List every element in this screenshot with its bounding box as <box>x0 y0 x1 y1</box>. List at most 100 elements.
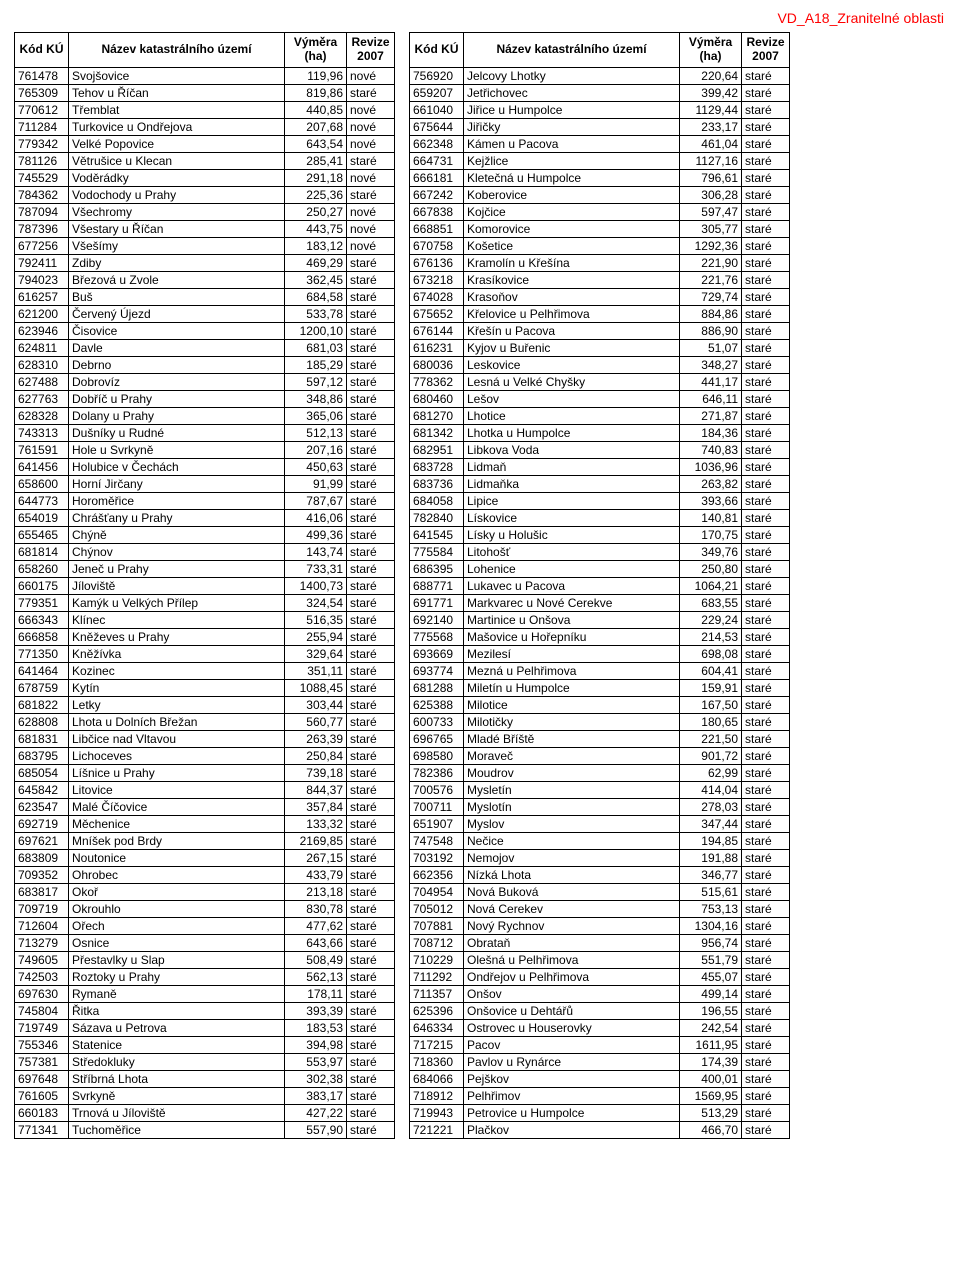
cell-rev: staré <box>347 475 395 492</box>
table-row: 628808Lhota u Dolních Břežan560,77staré <box>15 713 395 730</box>
cell-area: 643,66 <box>285 934 347 951</box>
cell-rev: nové <box>347 135 395 152</box>
page: VD_A18_Zranitelné oblasti Kód KÚNázev ka… <box>0 0 960 1153</box>
table-row: 692719Měchenice133,32staré <box>15 815 395 832</box>
table-row: 662356Nízká Lhota346,77staré <box>410 866 790 883</box>
cell-code: 681814 <box>15 543 69 560</box>
table-row: 697630Rymaně178,11staré <box>15 985 395 1002</box>
table-row: 627763Dobříč u Prahy348,86staré <box>15 390 395 407</box>
table-row: 770612Třemblat440,85nové <box>15 101 395 118</box>
cell-name: Lesná u Velké Chyšky <box>464 373 680 390</box>
cell-area: 351,11 <box>285 662 347 679</box>
cell-code: 698580 <box>410 747 464 764</box>
table-row: 683728Lidmaň1036,96staré <box>410 458 790 475</box>
cell-rev: staré <box>347 1053 395 1070</box>
cell-rev: staré <box>742 509 790 526</box>
cell-name: Klínec <box>69 611 285 628</box>
cell-area: 901,72 <box>680 747 742 764</box>
cell-area: 221,90 <box>680 254 742 271</box>
cell-name: Milotice <box>464 696 680 713</box>
table-row: 681342Lhotka u Humpolce184,36staré <box>410 424 790 441</box>
cell-name: Lísky u Holušic <box>464 526 680 543</box>
cell-code: 659207 <box>410 84 464 101</box>
cell-rev: staré <box>742 492 790 509</box>
cell-code: 745804 <box>15 1002 69 1019</box>
cell-code: 778362 <box>410 373 464 390</box>
table-row: 683817Okoř213,18staré <box>15 883 395 900</box>
cell-code: 697648 <box>15 1070 69 1087</box>
cell-area: 221,76 <box>680 271 742 288</box>
cell-area: 753,13 <box>680 900 742 917</box>
cell-code: 676136 <box>410 254 464 271</box>
cell-name: Libčice nad Vltavou <box>69 730 285 747</box>
cell-area: 305,77 <box>680 220 742 237</box>
table-row: 660175Jíloviště1400,73staré <box>15 577 395 594</box>
cell-name: Hole u Svrkyně <box>69 441 285 458</box>
table-row: 745529Voděrádky291,18nové <box>15 169 395 186</box>
cell-name: Přestavlky u Slap <box>69 951 285 968</box>
cell-code: 779351 <box>15 594 69 611</box>
cell-area: 441,17 <box>680 373 742 390</box>
cell-rev: staré <box>742 169 790 186</box>
cell-area: 213,18 <box>285 883 347 900</box>
cell-area: 196,55 <box>680 1002 742 1019</box>
cell-code: 628328 <box>15 407 69 424</box>
cell-name: Nová Buková <box>464 883 680 900</box>
table-left: Kód KÚNázev katastrálního územíVýměra(ha… <box>14 32 395 1139</box>
cell-area: 562,13 <box>285 968 347 985</box>
cell-rev: staré <box>742 271 790 288</box>
cell-name: Mezná u Pelhřimova <box>464 662 680 679</box>
cell-name: Lohenice <box>464 560 680 577</box>
cell-rev: staré <box>347 849 395 866</box>
cell-code: 675652 <box>410 305 464 322</box>
table-row: 692140Martinice u Onšova229,24staré <box>410 611 790 628</box>
cell-name: Lukavec u Pacova <box>464 577 680 594</box>
cell-code: 670758 <box>410 237 464 254</box>
cell-code: 775568 <box>410 628 464 645</box>
cell-area: 225,36 <box>285 186 347 203</box>
cell-area: 646,11 <box>680 390 742 407</box>
cell-area: 207,68 <box>285 118 347 135</box>
cell-name: Třemblat <box>69 101 285 118</box>
cell-rev: staré <box>742 900 790 917</box>
cell-rev: staré <box>347 730 395 747</box>
cell-area: 2169,85 <box>285 832 347 849</box>
table-row: 680460Lešov646,11staré <box>410 390 790 407</box>
cell-rev: staré <box>742 1019 790 1036</box>
cell-name: Komorovice <box>464 220 680 237</box>
cell-name: Svrkyně <box>69 1087 285 1104</box>
cell-name: Všestary u Říčan <box>69 220 285 237</box>
cell-code: 644773 <box>15 492 69 509</box>
cell-area: 557,90 <box>285 1121 347 1138</box>
cell-code: 641545 <box>410 526 464 543</box>
table-row: 660183Trnová u Jíloviště427,22staré <box>15 1104 395 1121</box>
cell-code: 688771 <box>410 577 464 594</box>
cell-name: Roztoky u Prahy <box>69 968 285 985</box>
table-row: 718360Pavlov u Rynárce174,39staré <box>410 1053 790 1070</box>
table-row: 681831Libčice nad Vltavou263,39staré <box>15 730 395 747</box>
cell-rev: staré <box>742 237 790 254</box>
cell-rev: staré <box>347 186 395 203</box>
cell-area: 267,15 <box>285 849 347 866</box>
cell-area: 844,37 <box>285 781 347 798</box>
cell-area: 1088,45 <box>285 679 347 696</box>
cell-area: 1400,73 <box>285 577 347 594</box>
cell-code: 693774 <box>410 662 464 679</box>
table-row: 711284Turkovice u Ondřejova207,68nové <box>15 118 395 135</box>
cell-area: 178,11 <box>285 985 347 1002</box>
cell-rev: staré <box>742 288 790 305</box>
cell-rev: staré <box>347 968 395 985</box>
cell-area: 365,06 <box>285 407 347 424</box>
cell-name: Křelovice u Pelhřimova <box>464 305 680 322</box>
cell-area: 643,54 <box>285 135 347 152</box>
cell-name: Měchenice <box>69 815 285 832</box>
cell-area: 278,03 <box>680 798 742 815</box>
cell-name: Chýně <box>69 526 285 543</box>
cell-rev: staré <box>347 628 395 645</box>
cell-area: 499,14 <box>680 985 742 1002</box>
cell-code: 703192 <box>410 849 464 866</box>
cell-rev: staré <box>347 526 395 543</box>
cell-area: 62,99 <box>680 764 742 781</box>
cell-area: 681,03 <box>285 339 347 356</box>
cell-code: 709352 <box>15 866 69 883</box>
